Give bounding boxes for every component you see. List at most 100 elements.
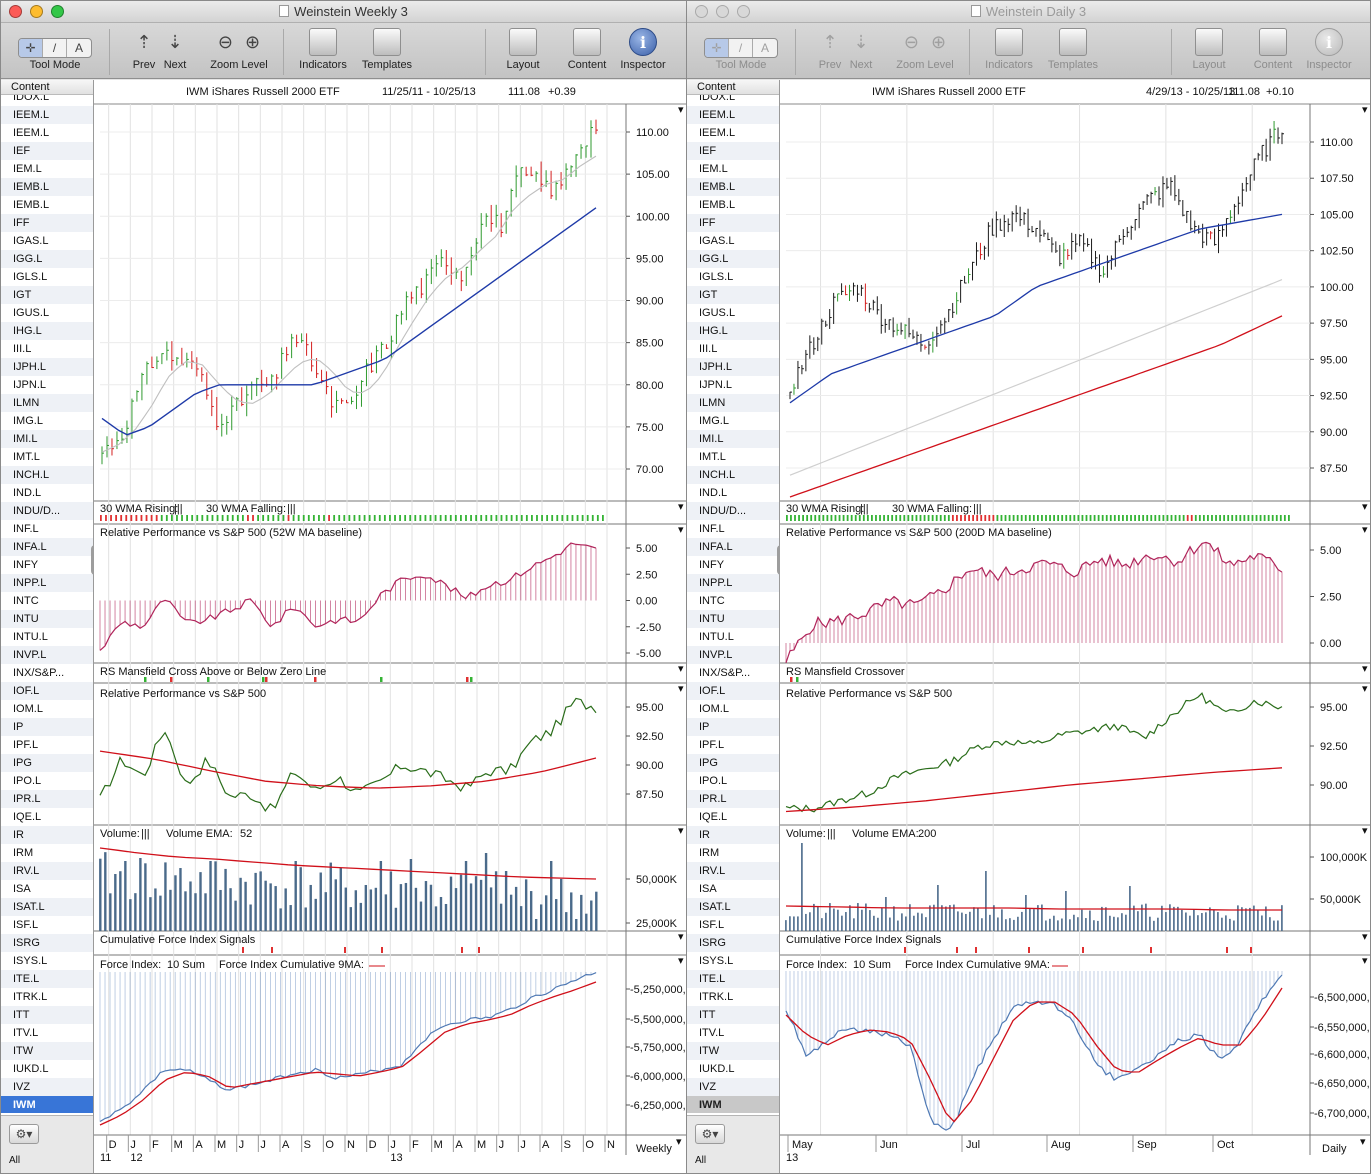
sidebar-item-isat-l[interactable]: ISAT.L [687, 898, 779, 916]
mansfield-panel[interactable]: RS Mansfield Cross Above or Below Zero L… [100, 666, 473, 682]
sidebar-item-ipo-l[interactable]: IPO.L [13, 775, 42, 787]
zoom-level[interactable]: ⊖ ⊕ Zoom Level [203, 25, 275, 72]
date-axis[interactable]: May Jun Jul Aug Sep Oct 13 [780, 1134, 1370, 1164]
panel-menu-icon[interactable]: ▾ [678, 524, 684, 536]
sidebar-item-ipo-l[interactable]: IPO.L [699, 775, 728, 787]
prev-button[interactable]: ⇡ Prev [123, 25, 165, 72]
sidebar-item-ipr-l[interactable]: IPR.L [1, 790, 93, 808]
sidebar-item-iemb-l[interactable]: IEMB.L [687, 178, 779, 196]
sidebar-item-igas-l[interactable]: IGAS.L [699, 235, 735, 247]
zoom-in-icon[interactable]: ⊕ [245, 31, 261, 52]
panel-menu-icon[interactable]: ▾ [678, 104, 684, 116]
sidebar-item-itt[interactable]: ITT [1, 1006, 93, 1024]
panel-menu-icon[interactable]: ▾ [1362, 104, 1368, 116]
sidebar-item-isa[interactable]: ISA [699, 883, 717, 895]
sidebar-item-inpp-l[interactable]: INPP.L [1, 574, 93, 592]
sidebar-item-infy[interactable]: INFY [699, 559, 725, 571]
panel-menu-icon[interactable]: ▾ [678, 955, 684, 967]
sidebar-item-itrk-l[interactable]: ITRK.L [13, 991, 48, 1003]
sidebar-item-img-l[interactable]: IMG.L [699, 415, 729, 427]
text-tool-icon[interactable]: A [74, 41, 83, 55]
sidebar-item-iqe-l[interactable]: IQE.L [699, 811, 728, 823]
gear-icon[interactable]: ⚙▾ [695, 1124, 725, 1144]
next-button[interactable]: ⇣ Next [155, 25, 195, 72]
sidebar-item-imt-l[interactable]: IMT.L [13, 451, 40, 463]
sidebar-item-indu-d-[interactable]: INDU/D... [1, 502, 93, 520]
sidebar-item-igg-l[interactable]: IGG.L [687, 250, 779, 268]
sidebar-item-inpp-l[interactable]: INPP.L [687, 574, 779, 592]
sidebar-item-iemb-l[interactable]: IEMB.L [699, 199, 736, 211]
sidebar-item-itw[interactable]: ITW [687, 1042, 779, 1060]
relative-performance-panel[interactable]: Relative Performance vs S&P 500 95.00 92.5… [785, 688, 1348, 813]
sidebar-item-ieem-l[interactable]: IEEM.L [1, 106, 93, 124]
mansfield-panel[interactable]: RS Mansfield Crossover [786, 666, 905, 682]
panel-menu-icon[interactable]: ▾ [1362, 955, 1368, 967]
close-button[interactable] [9, 5, 22, 18]
price-panel[interactable]: 110.00 105.00 100.00 95.00 90.00 85.00 80.00 75… [100, 119, 670, 476]
panel-menu-icon[interactable]: ▾ [1362, 825, 1368, 837]
sidebar-item-ilmn[interactable]: ILMN [1, 394, 93, 412]
sidebar-item-ief[interactable]: IEF [687, 142, 779, 160]
sidebar-item-inch-l[interactable]: INCH.L [687, 466, 779, 484]
sidebar-item-ijpn-l[interactable]: IJPN.L [13, 379, 47, 391]
sidebar-item-itw[interactable]: ITW [1, 1042, 93, 1060]
wma-signals-panel[interactable]: 30 WMA Rising:||| 30 WMA Falling: ||| [100, 503, 604, 521]
templates-button[interactable]: Templates [1043, 25, 1103, 71]
sidebar-item-inf-l[interactable]: INF.L [13, 523, 39, 535]
sidebar-item-iukd-l[interactable]: IUKD.L [699, 1063, 735, 1075]
next-button[interactable]: ⇣ Next [841, 25, 881, 72]
close-button[interactable] [695, 5, 708, 18]
zoom-window-button[interactable] [737, 5, 750, 18]
line-tool-icon[interactable]: / [43, 39, 67, 57]
sidebar-item-inf-l[interactable]: INF.L [699, 523, 725, 535]
sidebar-item-iqe-l[interactable]: IQE.L [13, 811, 42, 823]
symbol-list[interactable]: IDOX.L IEEM.L IEEM.L IEF IEM.L IEMB.L IEMB.L IF… [1, 95, 93, 1113]
sidebar-item-ind-l[interactable]: IND.L [13, 487, 42, 499]
sidebar-item-ief[interactable]: IEF [1, 142, 93, 160]
sidebar-item-ite-l[interactable]: ITE.L [687, 970, 779, 988]
sidebar-item-iom-l[interactable]: IOM.L [13, 703, 43, 715]
sidebar-item-idox-l[interactable]: IDOX.L [13, 95, 50, 103]
sidebar-item-igus-l[interactable]: IGUS.L [13, 307, 50, 319]
templates-button[interactable]: Templates [357, 25, 417, 71]
minimize-button[interactable] [30, 5, 43, 18]
sidebar-item-ihg-l[interactable]: IHG.L [1, 322, 93, 340]
chart-canvas[interactable]: IWM iShares Russell 2000 ETF 11/25/11 - 10… [94, 80, 686, 1174]
sidebar-item-iem-l[interactable]: IEM.L [699, 163, 728, 175]
zoom-out-icon[interactable]: ⊖ [217, 31, 233, 52]
cfi-signals-panel[interactable]: Cumulative Force Index Signals [100, 934, 480, 953]
chart-area[interactable]: IWM iShares Russell 2000 ETF 11/25/11 - 10… [94, 80, 686, 1173]
sidebar-item-irv-l[interactable]: IRV.L [687, 862, 779, 880]
sidebar-item-iff[interactable]: IFF [1, 214, 93, 232]
sidebar-item-ip[interactable]: IP [687, 718, 779, 736]
panel-menu-icon[interactable]: ▾ [1362, 663, 1368, 675]
sidebar-item-intu-l[interactable]: INTU.L [699, 631, 734, 643]
sidebar-item-ijpn-l[interactable]: IJPN.L [699, 379, 733, 391]
sidebar-item-ite-l[interactable]: ITE.L [1, 970, 93, 988]
sidebar-item-ir[interactable]: IR [1, 826, 93, 844]
sidebar-item-imt-l[interactable]: IMT.L [699, 451, 726, 463]
inspector-button[interactable]: i Inspector [615, 25, 671, 71]
content-button[interactable]: Content [563, 25, 611, 71]
sidebar-item-ieem-l[interactable]: IEEM.L [699, 127, 736, 139]
gear-icon[interactable]: ⚙▾ [9, 1124, 39, 1144]
sidebar-header[interactable]: Content [1, 80, 93, 95]
tool-mode-segmented-control[interactable]: ✛ / A [18, 38, 92, 58]
sidebar-item-ip[interactable]: IP [1, 718, 93, 736]
sidebar-item-ijph-l[interactable]: IJPH.L [1, 358, 93, 376]
indicators-button[interactable]: Indicators [977, 25, 1041, 71]
sidebar-item-ihg-l[interactable]: IHG.L [687, 322, 779, 340]
force-index-panel[interactable]: Force Index: 10 Sum Force Index Cumulative… [99, 959, 686, 1126]
content-button[interactable]: Content [1249, 25, 1297, 71]
sidebar-item-iukd-l[interactable]: IUKD.L [13, 1063, 49, 1075]
sidebar-item-iof-l[interactable]: IOF.L [1, 682, 93, 700]
sidebar-item-isys-l[interactable]: ISYS.L [699, 955, 734, 967]
sidebar-item-irv-l[interactable]: IRV.L [1, 862, 93, 880]
layout-button[interactable]: Layout [499, 25, 547, 71]
sidebar-item-intc[interactable]: INTC [699, 595, 725, 607]
chart-canvas[interactable]: IWM iShares Russell 2000 ETF 4/29/13 - 10/… [780, 80, 1370, 1174]
panel-menu-icon[interactable]: ▾ [1362, 931, 1368, 943]
sidebar-item-iwm[interactable]: IWM [1, 1096, 93, 1113]
sidebar-item-ieem-l[interactable]: IEEM.L [687, 106, 779, 124]
prev-button[interactable]: ⇡ Prev [809, 25, 851, 72]
